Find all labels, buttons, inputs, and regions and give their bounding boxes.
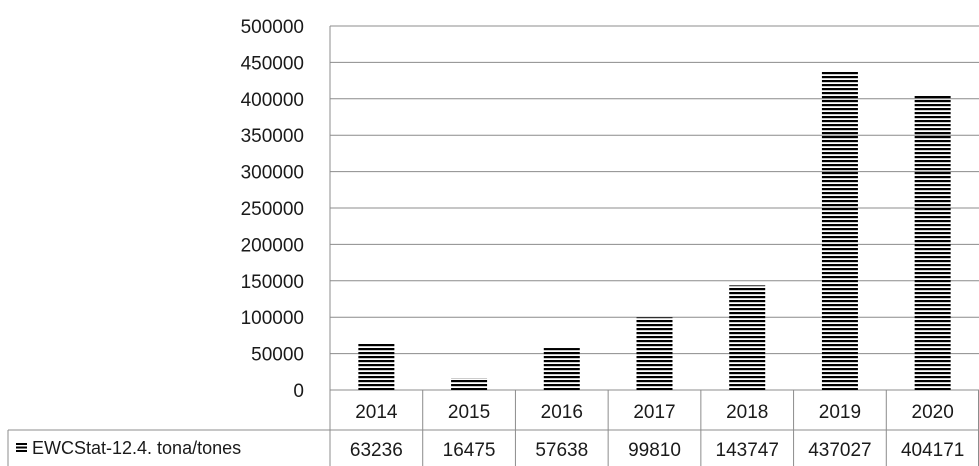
y-tick-label: 450000	[241, 53, 304, 74]
gridlines	[329, 25, 979, 391]
bar	[821, 71, 858, 390]
data-value-label: 57638	[535, 440, 588, 461]
x-category-label: 2015	[448, 402, 490, 423]
bar	[729, 285, 766, 390]
y-tick-label: 100000	[241, 308, 304, 329]
y-tick-label: 0	[293, 381, 304, 402]
data-value-label: 16475	[443, 440, 496, 461]
data-value-label: 99810	[628, 440, 681, 461]
x-category-label: 2019	[819, 402, 861, 423]
bar	[914, 95, 951, 390]
y-tick-label: 50000	[251, 345, 304, 366]
x-category-label: 2016	[541, 402, 583, 423]
data-value-label: 437027	[808, 440, 871, 461]
bar	[358, 343, 395, 390]
x-category-label: 2018	[726, 402, 768, 423]
data-value-label: 63236	[350, 440, 403, 461]
x-category-label: 2020	[912, 402, 954, 423]
y-tick-label: 200000	[241, 235, 304, 256]
y-tick-label: 350000	[241, 126, 304, 147]
legend-key-stripe	[16, 450, 27, 452]
y-tick-label: 400000	[241, 90, 304, 111]
bars	[358, 71, 951, 390]
y-tick-label: 150000	[241, 272, 304, 293]
y-tick-label: 500000	[241, 17, 304, 38]
legend-key	[16, 443, 27, 452]
x-category-label: 2017	[633, 402, 675, 423]
y-tick-label: 300000	[241, 163, 304, 184]
legend-series-name: EWCStat-12.4. tona/tones	[32, 438, 241, 458]
data-value-label: 404171	[901, 440, 964, 461]
y-tick-label: 250000	[241, 199, 304, 220]
data-value-label: 143747	[716, 440, 779, 461]
bar	[451, 378, 488, 390]
bar	[543, 348, 580, 390]
legend-key-stripe	[16, 443, 27, 445]
bar	[636, 317, 673, 390]
x-category-label: 2014	[355, 402, 398, 423]
legend-key-stripe	[16, 446, 27, 449]
data-table: 2014 2015 2016 2017 2018 2019 2020 EWCStat-12.4…	[7, 390, 979, 466]
y-axis-tick-labels: 5000004500004000003500003000002500002000…	[241, 17, 304, 402]
